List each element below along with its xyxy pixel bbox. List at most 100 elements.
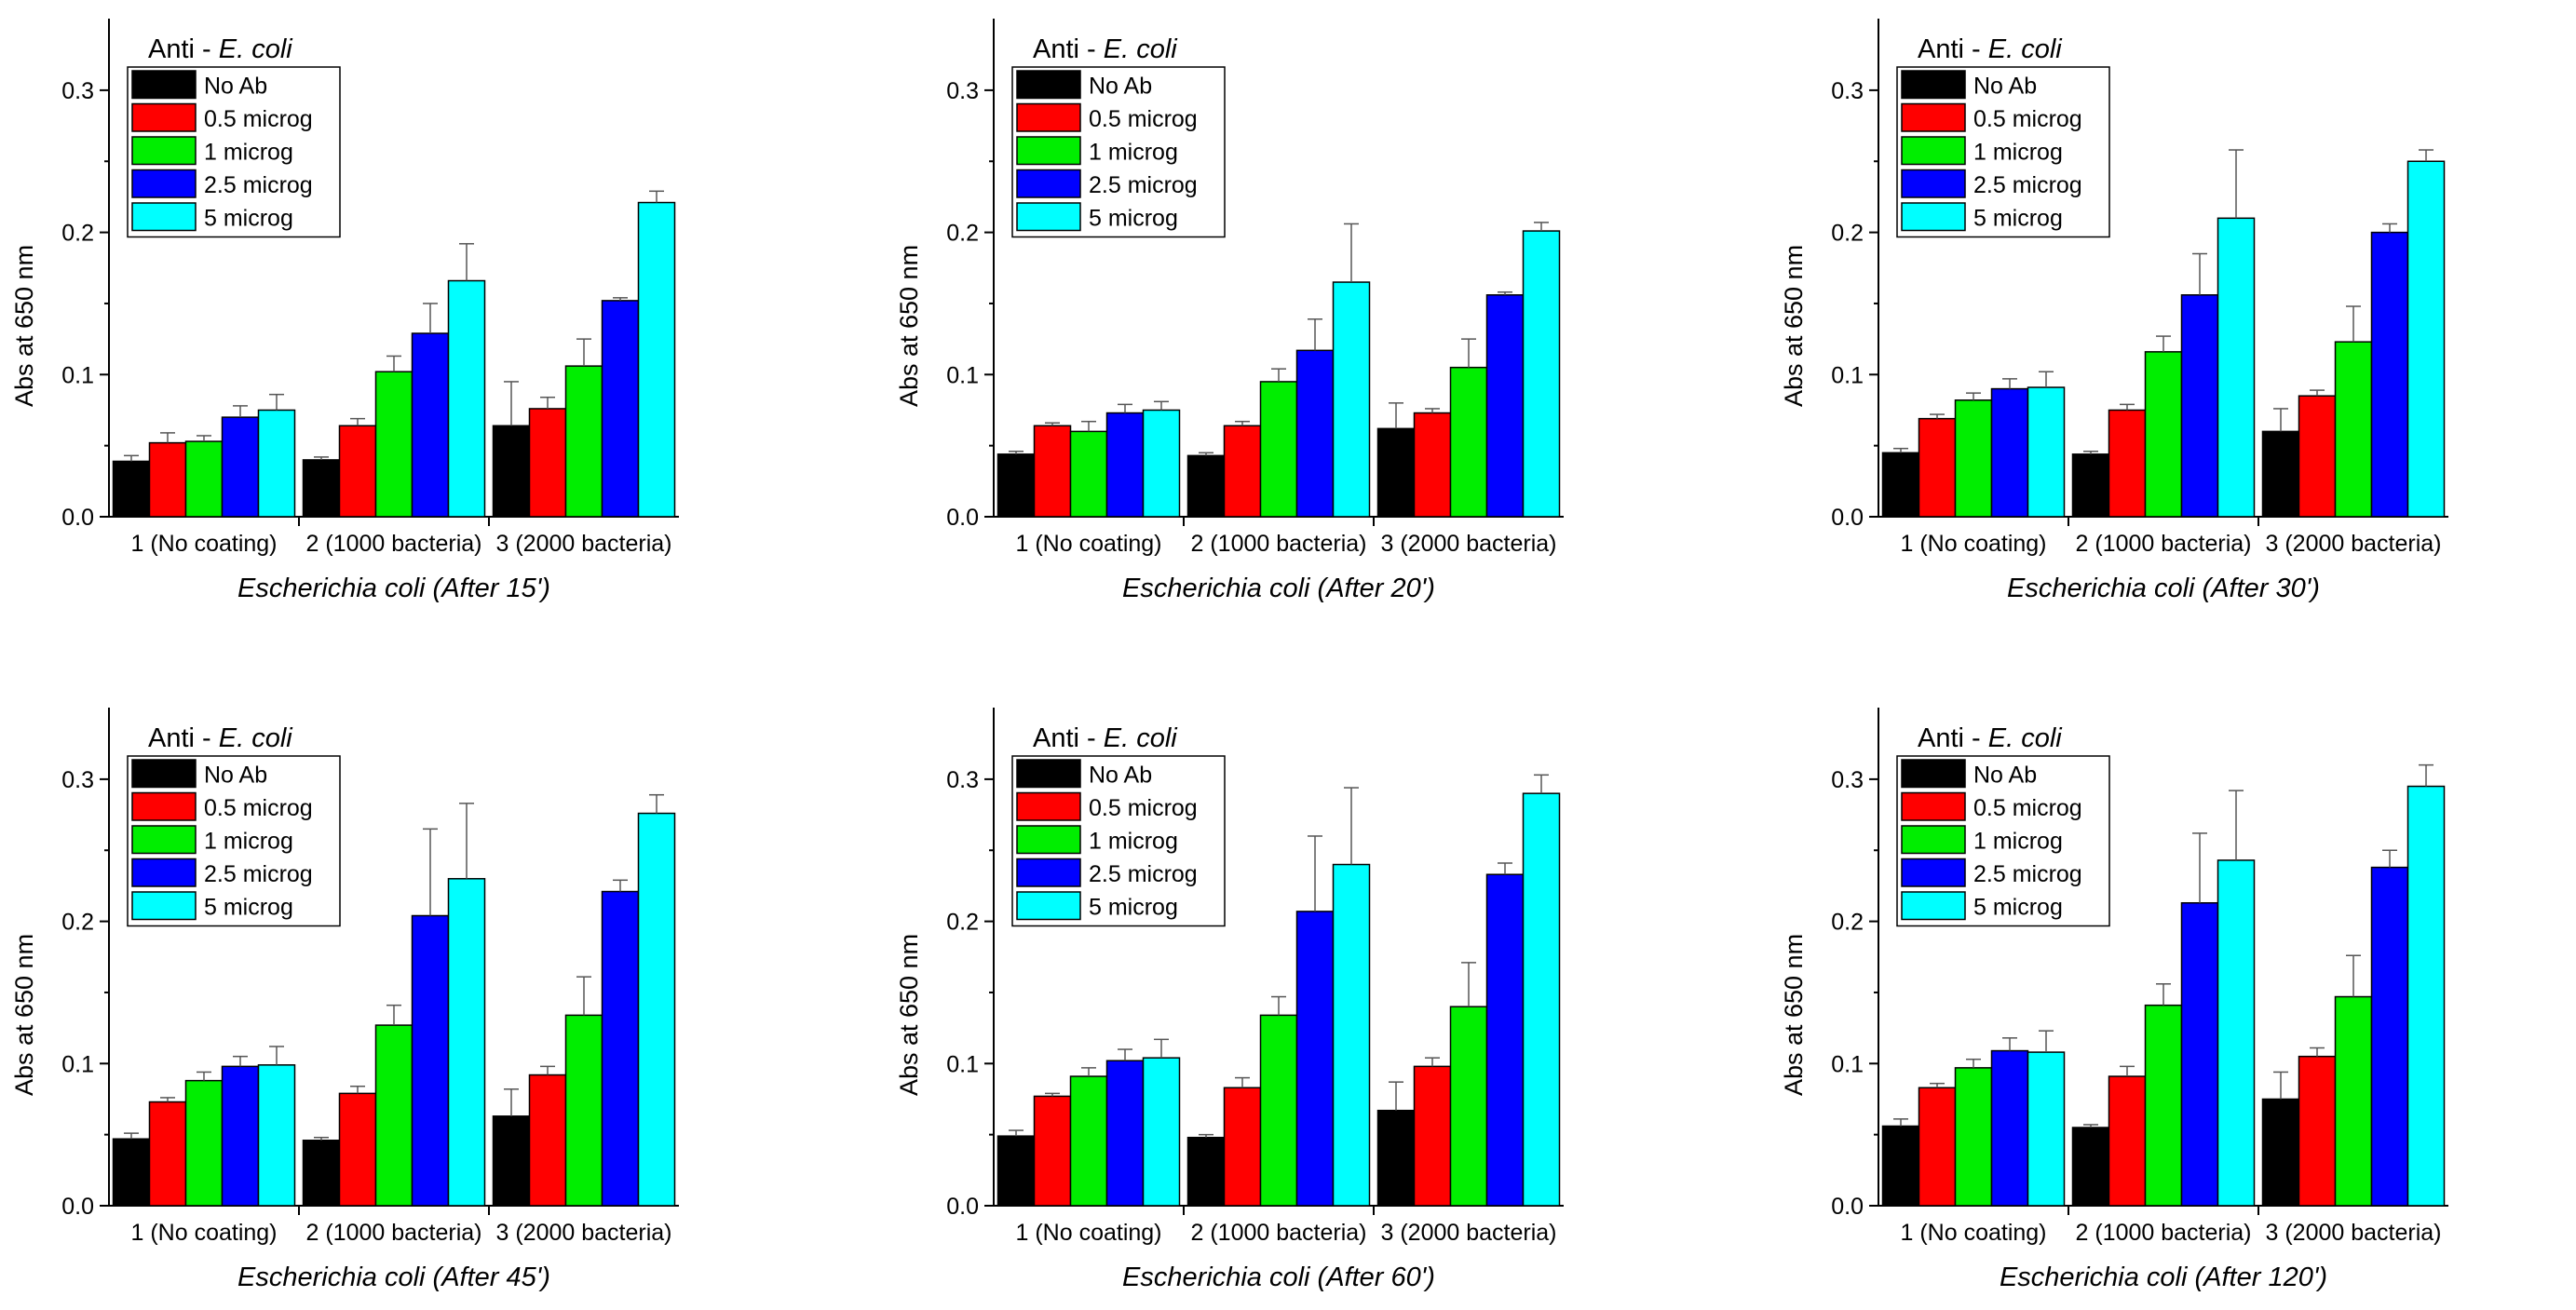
x-category-label: 3 (2000 bacteria) [495,531,671,557]
panel-title: Anti - E. coli [1918,34,2063,64]
legend-swatch [131,791,197,821]
bar [221,1065,260,1207]
legend-label: No Ab [1089,763,1152,789]
bar [2370,231,2409,518]
y-tick-label: 0.3 [1831,78,1864,104]
panel-title: Anti - E. coli [148,34,293,64]
bar [1295,911,1335,1207]
x-category-label: 2 (1000 bacteria) [305,1220,481,1246]
legend-label: 5 microg [204,206,293,232]
y-tick-label: 0.2 [61,910,94,936]
legend-label: 2.5 microg [204,861,313,887]
y-tick-label: 0.1 [1831,1051,1864,1077]
y-axis-label: Abs at 650 nm [10,245,38,407]
legend-swatch [1901,825,1966,855]
bar [447,878,486,1207]
legend-label: 5 microg [1089,895,1178,921]
bar [528,1074,567,1207]
bar [2407,160,2446,518]
bar [492,1115,531,1207]
legend-swatch [131,70,197,100]
bar [2071,1127,2110,1207]
panel-title-organism: E. coli [1104,34,1179,64]
bar [374,371,414,518]
y-axis-label: Abs at 650 nm [895,934,923,1096]
bar [374,1024,414,1207]
bar [411,914,450,1207]
legend-swatch [1901,70,1966,100]
bar [148,1101,187,1207]
bar [257,1064,296,1207]
chart-panel-2: 0.0 0.1 0.2 0.3 Abs at 650 nm 1 (No coating) 2… [895,19,1564,603]
legend-label: 2.5 microg [1973,172,2082,198]
bar [1449,366,1488,518]
x-axis-label: Escherichia coli (After 120') [2000,1263,2327,1292]
legend-swatch [131,102,197,132]
y-tick-label: 0.3 [61,767,94,793]
legend-swatch [131,169,197,198]
x-axis-label: Escherichia coli (After 15') [237,574,550,603]
y-tick-label: 0.3 [61,78,94,104]
bar [1295,349,1335,518]
legend-swatch [1901,791,1966,821]
bar [2071,453,2110,518]
chart-panel-5: 0.0 0.1 0.2 0.3 Abs at 650 nm 1 (No coating) 2… [895,708,1564,1292]
bar [601,890,640,1207]
bar [2334,341,2373,518]
y-tick-label: 0.2 [946,910,979,936]
bar [564,1014,603,1207]
legend-swatch [1901,202,1966,232]
bar [338,1092,377,1207]
bar [997,453,1036,518]
bar [447,279,486,518]
y-axis-label: Abs at 650 nm [1780,934,1808,1096]
legend-label: 0.5 microg [1973,795,2082,821]
bar [2144,351,2183,518]
x-category-label: 3 (2000 bacteria) [1380,1220,1556,1246]
bar [1881,1125,1920,1207]
bar [1376,427,1416,518]
panel-title-organism: E. coli [219,34,294,64]
panel-title-prefix: Anti - [1033,723,1104,753]
x-category-label: 2 (1000 bacteria) [1190,1220,1366,1246]
bar [2144,1004,2183,1207]
bar [1259,1014,1298,1207]
legend-swatch [1901,759,1966,789]
x-category-label: 3 (2000 bacteria) [1380,531,1556,557]
bar [1332,863,1371,1207]
legend-label: 5 microg [204,895,293,921]
legend-label: 2.5 microg [1089,861,1198,887]
legend-swatch [1901,169,1966,198]
legend-label: 5 microg [1973,895,2063,921]
bar [2180,901,2219,1207]
legend-label: 0.5 microg [204,106,313,132]
bar [338,425,377,518]
legend-label: 2.5 microg [1089,172,1198,198]
legend-label: 1 microg [1973,140,2063,166]
bar [601,300,640,518]
legend-label: 2.5 microg [204,172,313,198]
bar [1881,452,1920,518]
x-category-label: 2 (1000 bacteria) [1190,531,1366,557]
panel-title-prefix: Anti - [1033,34,1104,64]
bar [1376,1109,1416,1207]
bar [2108,409,2147,518]
bar [1069,430,1108,518]
bar [528,408,567,518]
bar [184,440,224,518]
bar [184,1079,224,1207]
legend-label: No Ab [1973,74,2037,100]
x-axis-label: Escherichia coli (After 60') [1122,1263,1435,1292]
bar [1105,412,1145,518]
bar [302,1140,341,1207]
legend-swatch [1016,791,1081,821]
bar [637,812,676,1207]
y-tick-label: 0.0 [61,1194,94,1220]
bar [1522,230,1561,518]
legend-label: 0.5 microg [1973,106,2082,132]
bar [1033,1095,1072,1207]
bar [1449,1006,1488,1207]
legend-swatch [131,136,197,166]
bar [1033,425,1072,518]
panel-title-organism: E. coli [219,723,294,753]
